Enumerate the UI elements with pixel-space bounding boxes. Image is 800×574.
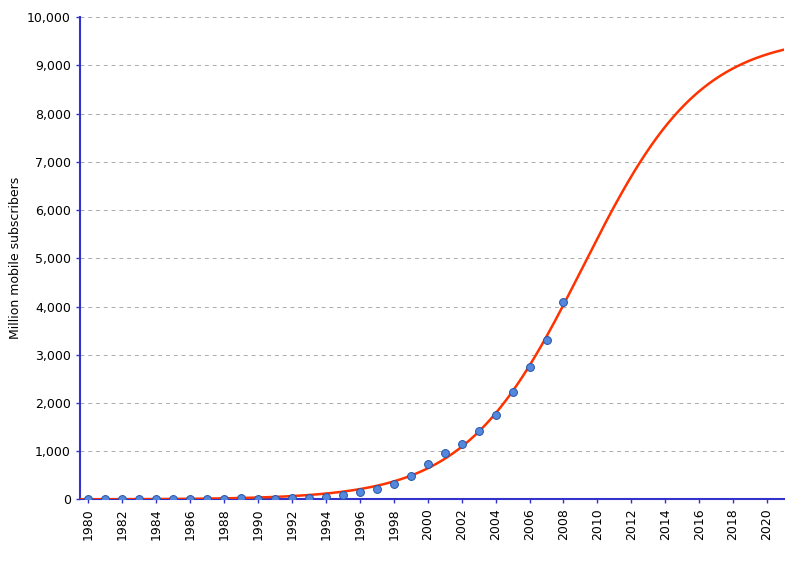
Point bbox=[99, 495, 112, 504]
Point bbox=[150, 495, 162, 504]
Point bbox=[184, 494, 197, 503]
Point bbox=[422, 459, 434, 468]
Point bbox=[286, 494, 298, 503]
Point bbox=[302, 493, 315, 502]
Point bbox=[234, 494, 247, 503]
Point bbox=[455, 439, 468, 448]
Point bbox=[82, 495, 95, 504]
Y-axis label: Million mobile subscribers: Million mobile subscribers bbox=[9, 177, 22, 339]
Point bbox=[133, 495, 146, 504]
Point bbox=[354, 488, 366, 497]
Point bbox=[370, 484, 383, 494]
Point bbox=[167, 495, 180, 504]
Point bbox=[404, 471, 417, 480]
Point bbox=[116, 495, 129, 504]
Point bbox=[218, 494, 230, 503]
Point bbox=[557, 297, 570, 307]
Point bbox=[337, 490, 350, 499]
Point bbox=[438, 448, 451, 457]
Point bbox=[506, 388, 519, 397]
Point bbox=[540, 335, 553, 344]
Point bbox=[319, 492, 332, 501]
Point bbox=[387, 479, 400, 488]
Point bbox=[201, 494, 214, 503]
Point bbox=[523, 362, 536, 371]
Point bbox=[490, 410, 502, 419]
Point bbox=[269, 494, 282, 503]
Point bbox=[252, 494, 265, 503]
Point bbox=[472, 426, 485, 436]
